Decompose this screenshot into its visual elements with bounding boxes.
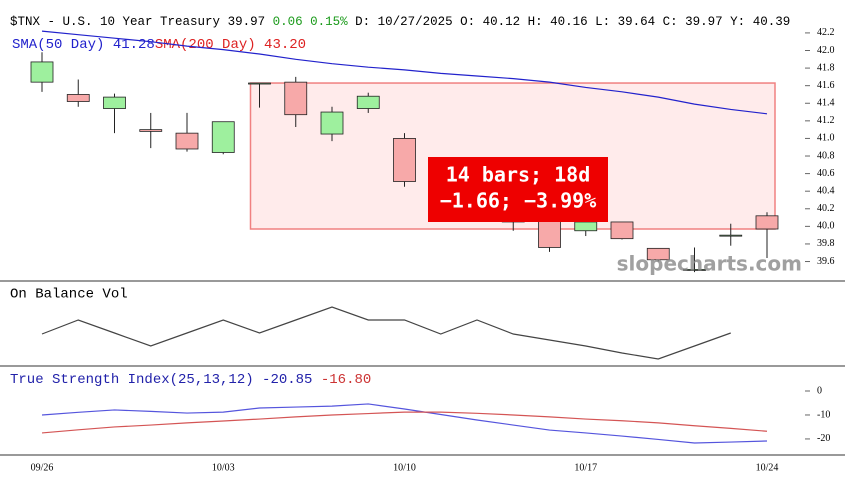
legend: SMA(50 Day) 41.28SMA(200 Day) 43.20 xyxy=(12,37,306,53)
y-tick-label: 42.2 xyxy=(817,27,835,38)
watermark: slopecharts.com xyxy=(617,252,802,276)
change: 0.06 0.15% xyxy=(273,15,349,29)
annotation-text: 14 bars; 18d xyxy=(446,163,591,187)
tsi-legend: -16.80 xyxy=(321,372,371,388)
candle-body xyxy=(610,221,634,240)
symbol: $TNX - U.S. 10 Year Treasury xyxy=(10,15,221,29)
y-tick-label: -20 xyxy=(817,433,830,444)
series-line xyxy=(41,30,768,115)
candle-body xyxy=(646,247,670,261)
annotation-text: −1.66; −3.99% xyxy=(440,189,597,213)
candle-body xyxy=(574,221,598,232)
candle-body xyxy=(30,61,54,83)
last-price: 39.97 xyxy=(228,15,266,29)
y-tick-label: 39.6 xyxy=(817,256,835,267)
x-tick-label: 09/26 xyxy=(31,462,54,473)
y-tick-label: 41.8 xyxy=(817,62,835,73)
candle-body xyxy=(393,138,416,182)
legend-entry: SMA(50 Day) 41.28 xyxy=(12,37,155,53)
y-tick-label: 41.6 xyxy=(817,80,835,91)
candle-body xyxy=(139,129,163,132)
tsi-title: True Strength Index(25,13,12) -20.85 -16… xyxy=(10,372,371,388)
y-tick-label: -10 xyxy=(817,409,830,420)
candle-body xyxy=(284,81,308,116)
candle-body xyxy=(211,121,235,153)
candle-body xyxy=(320,111,344,135)
candle-body xyxy=(755,215,779,230)
y-tick-label: 41.2 xyxy=(817,115,835,126)
legend-entry: SMA(200 Day) 43.20 xyxy=(155,37,306,53)
y-tick-label: 40.0 xyxy=(817,221,835,232)
candle-body xyxy=(66,94,90,102)
annotation-box xyxy=(428,157,608,222)
tsi-name: True Strength Index(25,13,12) xyxy=(10,372,254,388)
candle-body xyxy=(683,269,706,271)
candle-body xyxy=(356,95,380,109)
y-tick-label: 41.0 xyxy=(817,133,835,144)
x-tick-label: 10/03 xyxy=(212,462,235,473)
y-tick-label: 41.4 xyxy=(817,98,835,109)
y-tick-label: 42.0 xyxy=(817,45,835,56)
y-tick-label: 0 xyxy=(817,385,822,396)
candle-body xyxy=(248,82,271,85)
x-tick-label: 10/17 xyxy=(574,462,597,473)
series-line xyxy=(41,411,768,434)
candle-body xyxy=(175,132,199,150)
x-tick-label: 10/10 xyxy=(393,462,416,473)
candle-body xyxy=(719,234,743,237)
y-tick-label: 40.6 xyxy=(817,168,835,179)
y-tick-label: 39.8 xyxy=(817,238,835,249)
details: D: 10/27/2025 O: 40.12 H: 40.16 L: 39.64… xyxy=(355,15,790,29)
candle-body xyxy=(103,96,126,109)
y-tick-label: 40.4 xyxy=(817,185,835,196)
candle-body xyxy=(538,218,561,248)
obv-title: On Balance Vol xyxy=(10,287,128,303)
header: $TNX - U.S. 10 Year Treasury 39.97 0.06 … xyxy=(10,15,790,29)
x-tick-label: 10/24 xyxy=(756,462,779,473)
series-line xyxy=(41,306,731,360)
tsi-legend: -20.85 xyxy=(262,372,312,388)
y-tick-label: 40.2 xyxy=(817,203,835,214)
series-line xyxy=(41,403,768,444)
y-tick-label: 40.8 xyxy=(817,150,835,161)
